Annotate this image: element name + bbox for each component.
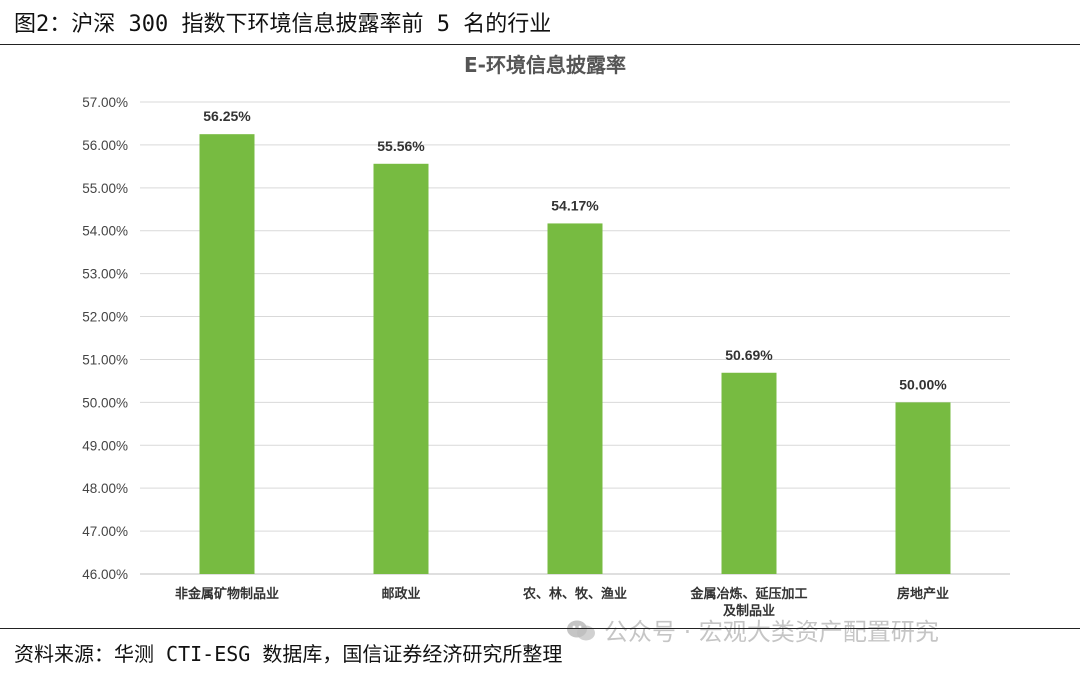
gridlines xyxy=(140,101,1010,575)
data-label: 54.17% xyxy=(551,197,599,213)
source-note: 资料来源：华测 CTI-ESG 数据库，国信证券经济研究所整理 xyxy=(14,642,563,666)
category-label: 邮政业 xyxy=(381,586,420,602)
y-tick-label: 49.00% xyxy=(82,438,128,453)
category-label: 农、林、牧、渔业 xyxy=(522,586,627,602)
category-label: 房地产业 xyxy=(897,586,949,602)
category-label: 金属冶炼、延压加工 xyxy=(689,586,807,602)
bar-chart: E-环境信息披露率 46.00% 47.00% 48.00% 49.00% 50.00%… xyxy=(82,53,1010,619)
data-label: 50.69% xyxy=(725,347,773,363)
top-rule xyxy=(0,44,1080,45)
bar xyxy=(373,163,429,574)
y-tick-label: 52.00% xyxy=(82,310,128,325)
watermark-text: 公众号 · 宏观大类资产配置研究 xyxy=(604,618,939,646)
y-tick-label: 54.00% xyxy=(82,224,128,239)
bar xyxy=(199,134,255,574)
y-tick-label: 57.00% xyxy=(82,95,128,110)
y-axis-ticks: 46.00% 47.00% 48.00% 49.00% 50.00% 51.00% 52.0… xyxy=(82,95,128,582)
bar xyxy=(547,223,603,574)
y-tick-label: 47.00% xyxy=(82,524,128,539)
category-label: 非金属矿物制品业 xyxy=(175,586,279,602)
data-labels: 56.25% 55.56% 54.17% 50.69% 50.00% xyxy=(203,108,947,392)
y-tick-label: 55.00% xyxy=(82,181,128,196)
category-label: 及制品业 xyxy=(723,603,775,619)
y-tick-label: 53.00% xyxy=(82,267,128,282)
data-label: 55.56% xyxy=(377,138,425,154)
bar xyxy=(721,372,777,574)
bars xyxy=(199,134,951,574)
y-tick-label: 46.00% xyxy=(82,567,128,582)
y-tick-label: 48.00% xyxy=(82,481,128,496)
wechat-icon xyxy=(567,620,595,641)
chart-title: E-环境信息披露率 xyxy=(464,53,626,77)
data-label: 56.25% xyxy=(203,108,251,124)
y-tick-label: 51.00% xyxy=(82,352,128,367)
watermark: 公众号 · 宏观大类资产配置研究 xyxy=(566,612,939,647)
bar xyxy=(895,402,951,574)
y-tick-label: 50.00% xyxy=(82,395,128,410)
data-label: 50.00% xyxy=(899,376,947,392)
figure-title: 图2：沪深 300 指数下环境信息披露率前 5 名的行业 xyxy=(14,12,552,37)
bottom-rule xyxy=(0,628,1080,629)
y-tick-label: 56.00% xyxy=(82,138,128,153)
